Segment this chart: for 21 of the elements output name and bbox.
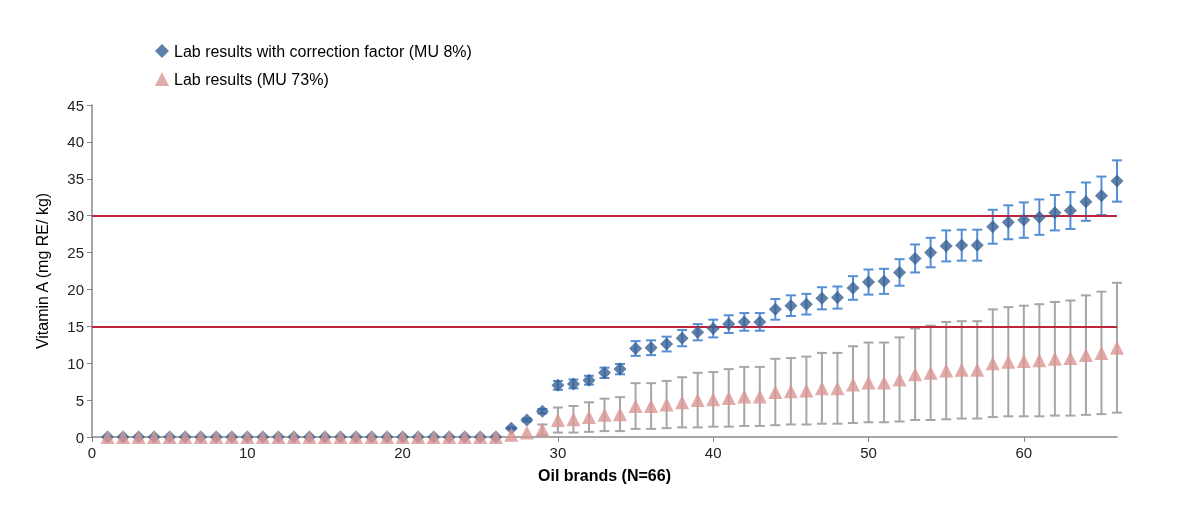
x-tick-label: 20 bbox=[394, 444, 411, 461]
y-tick-label: 15 bbox=[67, 317, 84, 335]
x-tick-label: 30 bbox=[549, 444, 567, 461]
y-tick-label: 10 bbox=[67, 354, 84, 372]
y-tick-label: 0 bbox=[75, 428, 84, 446]
x-tick-label: 40 bbox=[704, 444, 722, 461]
y-axis-title: Vitamin A (mg RE/ kg) bbox=[33, 192, 51, 350]
x-tick-label: 10 bbox=[238, 444, 256, 461]
y-tick-label: 30 bbox=[67, 207, 84, 225]
y-tick-label: 40 bbox=[67, 133, 84, 151]
x-tick-label: 60 bbox=[1015, 444, 1033, 461]
y-tick-label: 45 bbox=[67, 96, 84, 114]
x-axis-title: Oil brands (N=66) bbox=[538, 466, 671, 484]
legend-label: Lab results with correction factor (MU 8%) bbox=[174, 42, 472, 60]
y-tick-label: 5 bbox=[75, 391, 84, 409]
y-tick-label: 25 bbox=[67, 244, 84, 262]
x-tick-label: 50 bbox=[860, 444, 877, 461]
legend-label: Lab results (MU 73%) bbox=[174, 70, 329, 88]
y-tick-label: 20 bbox=[67, 280, 84, 298]
x-tick-label: 0 bbox=[87, 444, 97, 461]
y-tick-label: 35 bbox=[67, 170, 84, 188]
